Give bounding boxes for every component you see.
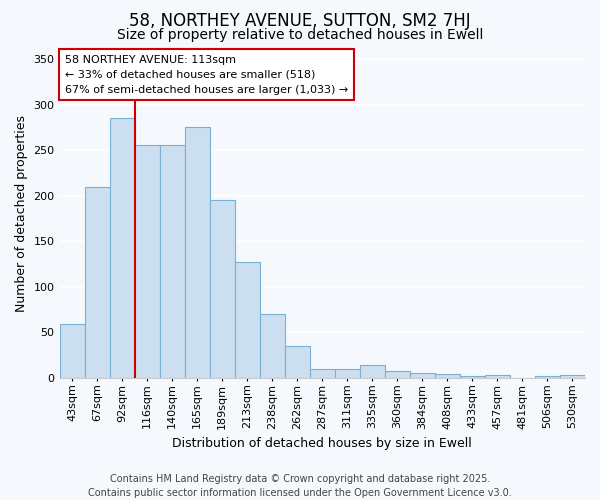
Bar (85, 186, 110, 378)
Bar (485, 376, 510, 378)
Bar (285, 346, 310, 378)
X-axis label: Distribution of detached houses by size in Ewell: Distribution of detached houses by size … (172, 437, 472, 450)
Bar (235, 262, 260, 378)
Bar (310, 369, 335, 378)
Bar (560, 376, 585, 378)
Bar (260, 314, 285, 378)
Bar (460, 376, 485, 378)
Text: Size of property relative to detached houses in Ewell: Size of property relative to detached ho… (117, 28, 483, 42)
Bar (185, 128, 209, 378)
Bar (535, 376, 560, 378)
Y-axis label: Number of detached properties: Number of detached properties (15, 116, 28, 312)
Bar (385, 370, 410, 378)
Bar (360, 365, 385, 378)
Bar (209, 200, 235, 378)
Bar (435, 374, 460, 378)
Bar (59, 324, 85, 378)
Bar (335, 369, 360, 378)
Bar (160, 145, 185, 378)
Bar (110, 118, 134, 378)
Text: 58 NORTHEY AVENUE: 113sqm
← 33% of detached houses are smaller (518)
67% of semi: 58 NORTHEY AVENUE: 113sqm ← 33% of detac… (65, 55, 348, 94)
Text: Contains HM Land Registry data © Crown copyright and database right 2025.
Contai: Contains HM Land Registry data © Crown c… (88, 474, 512, 498)
Bar (410, 372, 435, 378)
Bar (134, 145, 160, 378)
Text: 58, NORTHEY AVENUE, SUTTON, SM2 7HJ: 58, NORTHEY AVENUE, SUTTON, SM2 7HJ (129, 12, 471, 30)
